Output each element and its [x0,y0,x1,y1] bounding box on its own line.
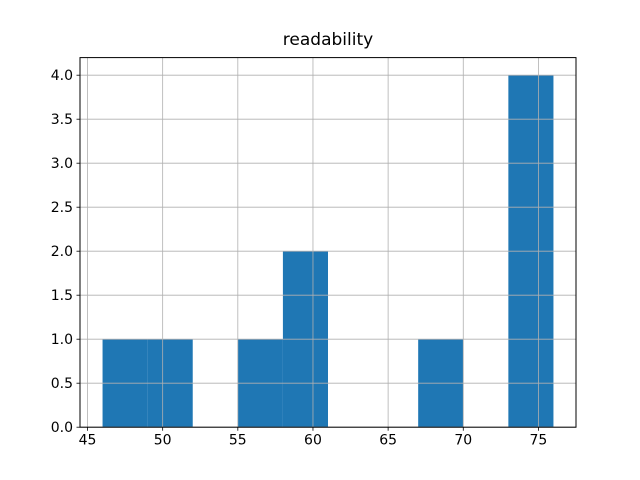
axes-frame [79,57,577,428]
axes-frame-group [79,57,577,428]
y-tick-label: 0.5 [51,376,73,392]
grid-group [80,57,576,428]
y-tick-label: 3.5 [51,112,73,128]
chart-title: readability [283,30,373,50]
y-tick-label: 4.0 [51,68,73,84]
y-tick-label: 3.0 [51,156,73,172]
y-tick-label: 0.0 [51,420,73,436]
y-tick-label: 2.0 [51,244,73,260]
y-tick-label: 2.5 [51,200,73,216]
tick-marks-group [76,74,539,431]
x-tick-label: 45 [79,433,97,449]
y-tick-label: 1.5 [51,288,73,304]
x-tick-label: 60 [304,433,322,449]
x-tick-label: 75 [530,433,548,449]
x-tick-label: 65 [379,433,397,449]
x-tick-label: 50 [154,433,172,449]
tick-labels-group: 45 50 55 60 65 70 75 0.0 0.5 1.0 1.5 2.0 2.5 3.0 3.5 4.… [51,68,548,449]
x-tick-label: 70 [454,433,472,449]
y-tick-label: 1.0 [51,332,73,348]
x-tick-label: 55 [229,433,247,449]
